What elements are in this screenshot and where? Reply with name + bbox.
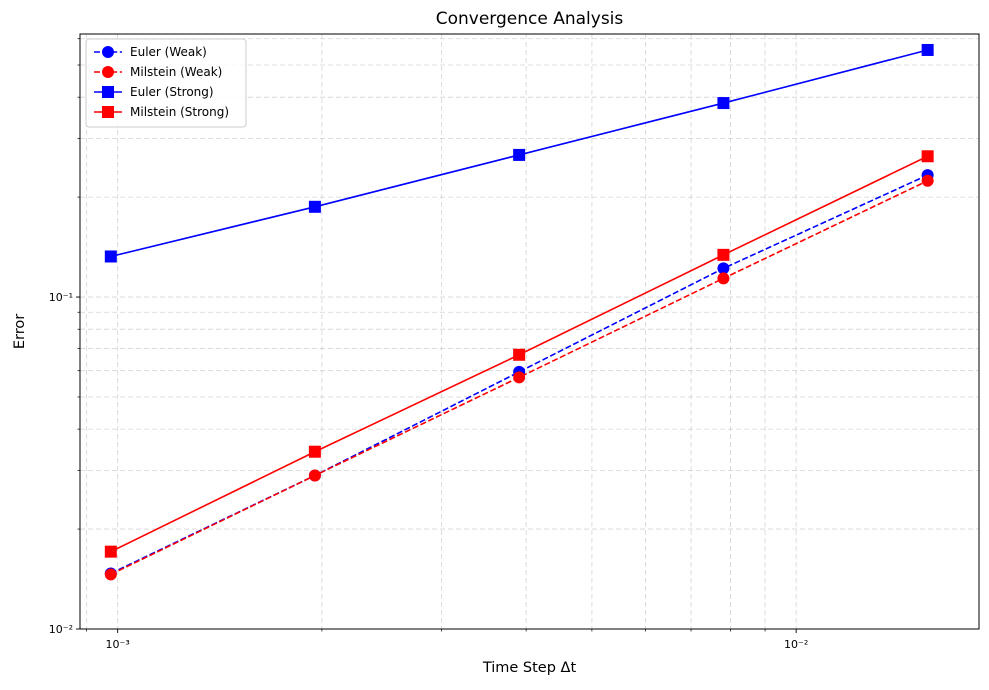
data-point	[308, 445, 321, 458]
data-point	[921, 43, 934, 56]
x-tick-label: 10⁻³	[106, 638, 130, 651]
series-milstein-strong	[104, 150, 934, 558]
data-point	[308, 200, 321, 213]
legend-marker	[102, 66, 114, 78]
data-point	[104, 568, 117, 581]
legend-item-milstein-weak: Milstein (Weak)	[94, 65, 222, 79]
legend-marker	[102, 106, 114, 118]
legend-label: Milstein (Strong)	[130, 105, 229, 119]
legend-item-euler-weak: Euler (Weak)	[94, 45, 207, 59]
legend-item-euler-strong: Euler (Strong)	[94, 85, 214, 99]
chart-title: Convergence Analysis	[436, 9, 624, 29]
y-tick-label: 10⁻¹	[49, 291, 73, 304]
y-tick-label: 10⁻²	[49, 623, 73, 636]
legend-marker	[102, 46, 114, 58]
data-point	[717, 272, 730, 285]
legend-item-milstein-strong: Milstein (Strong)	[94, 105, 229, 119]
data-point	[104, 545, 117, 558]
data-point	[921, 150, 934, 163]
legend-box	[85, 38, 247, 128]
x-tick-label: 10⁻²	[784, 638, 808, 651]
legend-label: Euler (Strong)	[130, 85, 214, 99]
data-point	[717, 97, 730, 110]
series-euler-strong	[104, 43, 934, 263]
series-layer	[104, 43, 934, 581]
data-point	[104, 250, 117, 263]
series-line	[110, 180, 928, 576]
legend-label: Euler (Weak)	[130, 45, 207, 59]
data-point	[717, 262, 730, 275]
legend-label: Milstein (Weak)	[130, 65, 222, 79]
data-point	[921, 174, 934, 187]
legend-marker	[102, 86, 114, 98]
data-point	[513, 371, 526, 384]
grid	[80, 34, 979, 630]
series-milstein-weak	[104, 174, 934, 581]
data-point	[717, 248, 730, 261]
ticks: 10⁻³ 10⁻² 10⁻² 10⁻¹	[49, 38, 808, 651]
data-point	[513, 148, 526, 161]
data-point	[513, 348, 526, 361]
x-axis-label: Time Step Δt	[482, 660, 577, 676]
data-point	[308, 469, 321, 482]
legend: Euler (Weak) Milstein (Weak) Euler (Strong…	[85, 38, 247, 128]
plot-frame	[79, 33, 980, 630]
y-axis-label: Error	[12, 314, 28, 349]
